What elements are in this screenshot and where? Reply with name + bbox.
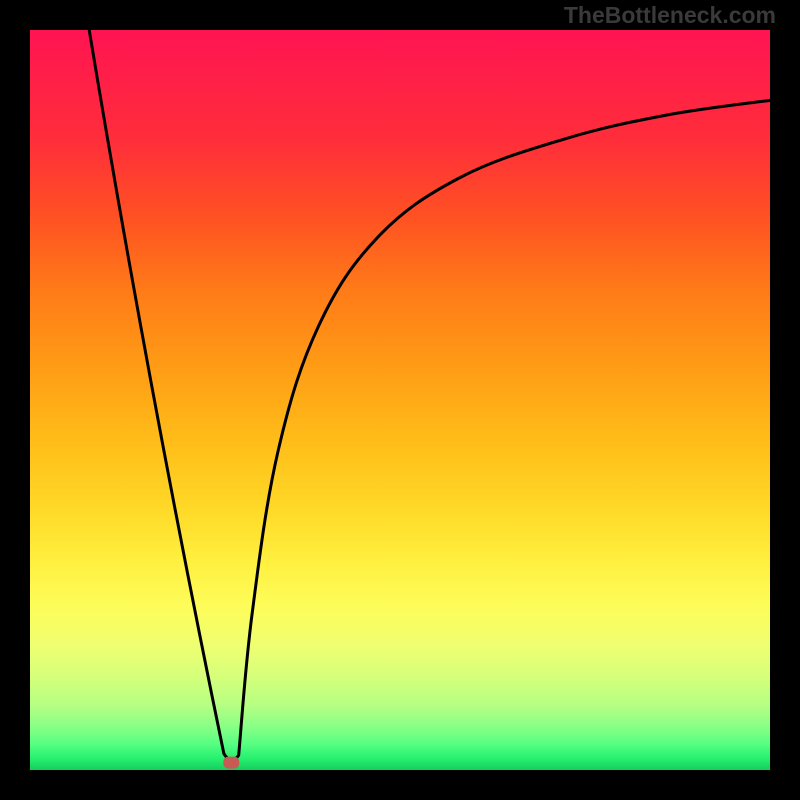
watermark-text: TheBottleneck.com xyxy=(564,2,776,29)
minimum-marker xyxy=(223,757,239,769)
chart-container: TheBottleneck.com xyxy=(0,0,800,800)
plot-area xyxy=(30,30,770,770)
plot-svg xyxy=(30,30,770,770)
gradient-background xyxy=(30,30,770,770)
